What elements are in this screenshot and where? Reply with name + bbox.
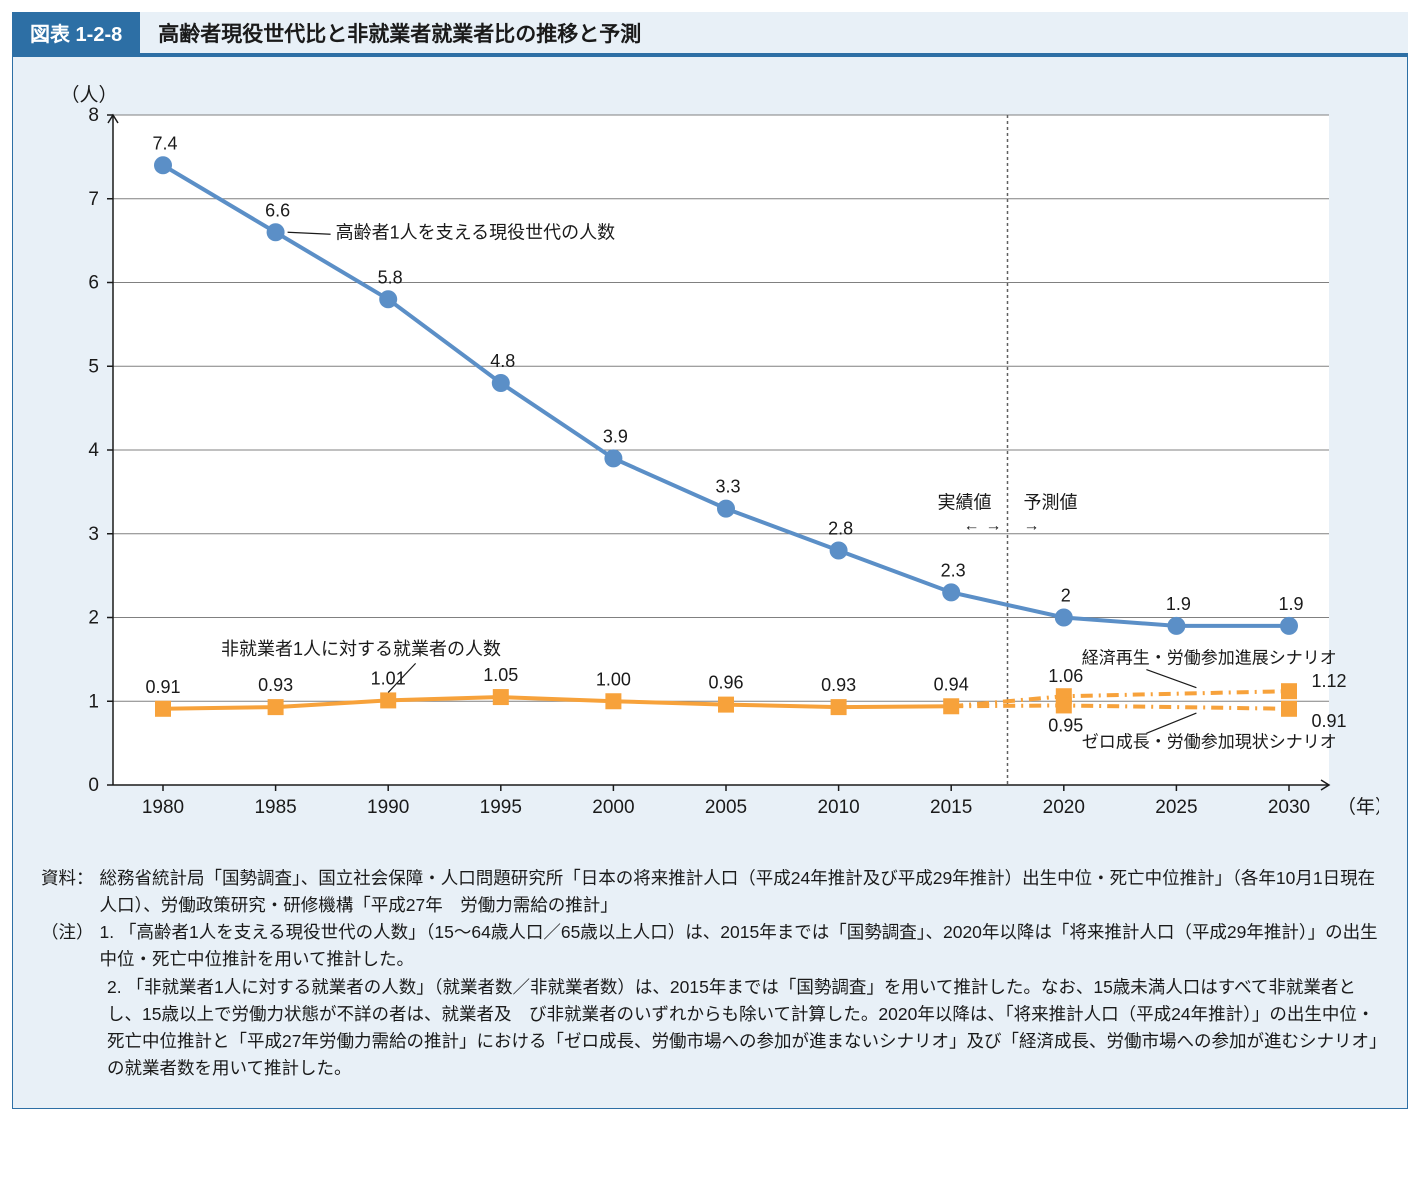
svg-text:→: → bbox=[986, 518, 1002, 535]
svg-text:2025: 2025 bbox=[1155, 797, 1197, 818]
svg-text:←: ← bbox=[964, 518, 980, 535]
svg-text:7: 7 bbox=[88, 189, 99, 210]
svg-text:0.94: 0.94 bbox=[934, 674, 969, 694]
svg-text:5: 5 bbox=[88, 356, 99, 377]
svg-text:6.6: 6.6 bbox=[265, 200, 290, 220]
svg-text:2000: 2000 bbox=[592, 797, 634, 818]
svg-text:2020: 2020 bbox=[1043, 797, 1085, 818]
svg-text:0.91: 0.91 bbox=[145, 677, 180, 697]
svg-text:1990: 1990 bbox=[367, 797, 409, 818]
svg-text:4: 4 bbox=[88, 440, 99, 461]
svg-text:1985: 1985 bbox=[254, 797, 296, 818]
svg-text:3: 3 bbox=[88, 524, 99, 545]
figure-title: 高齢者現役世代比と非就業者就業者比の推移と予測 bbox=[140, 12, 1408, 53]
svg-text:2010: 2010 bbox=[817, 797, 859, 818]
svg-text:2.3: 2.3 bbox=[941, 560, 966, 580]
svg-text:1.9: 1.9 bbox=[1166, 594, 1191, 614]
svg-text:1: 1 bbox=[88, 691, 99, 712]
note-label: （注） bbox=[41, 919, 94, 973]
svg-text:2: 2 bbox=[88, 608, 99, 629]
chart-frame: 0 1 2 3 4 5 6 7 8 1980 1985 1990 1995 2000 2005 2010 201… bbox=[12, 56, 1408, 1109]
svg-text:0.93: 0.93 bbox=[821, 675, 856, 695]
svg-text:ゼロ成長・労働参加現状シナリオ: ゼロ成長・労働参加現状シナリオ bbox=[1082, 732, 1337, 751]
figure-number-badge: 図表 1-2-8 bbox=[12, 12, 140, 53]
svg-text:8: 8 bbox=[88, 105, 99, 126]
svg-text:1.00: 1.00 bbox=[596, 669, 631, 689]
svg-text:2030: 2030 bbox=[1268, 797, 1310, 818]
note-2: 2. 「非就業者1人に対する就業者の人数」（就業者数／非就業者数）は、2015年… bbox=[41, 974, 1379, 1083]
svg-text:1.12: 1.12 bbox=[1311, 671, 1346, 691]
svg-text:1.9: 1.9 bbox=[1278, 594, 1303, 614]
svg-text:（人）: （人） bbox=[60, 84, 117, 106]
svg-text:3.9: 3.9 bbox=[603, 426, 628, 446]
svg-text:経済再生・労働参加進展シナリオ: 経済再生・労働参加進展シナリオ bbox=[1082, 649, 1337, 668]
svg-text:1980: 1980 bbox=[142, 797, 184, 818]
svg-text:4.8: 4.8 bbox=[490, 351, 515, 371]
svg-text:0.91: 0.91 bbox=[1311, 711, 1346, 731]
chart-area: 0 1 2 3 4 5 6 7 8 1980 1985 1990 1995 2000 2005 2010 201… bbox=[13, 57, 1407, 855]
svg-text:6: 6 bbox=[88, 273, 99, 294]
svg-text:7.4: 7.4 bbox=[152, 133, 177, 153]
source-text: 総務省統計局「国勢調査」、国立社会保障・人口問題研究所「日本の将来推計人口（平成… bbox=[100, 865, 1380, 919]
svg-text:2: 2 bbox=[1061, 586, 1071, 606]
svg-text:→: → bbox=[1024, 518, 1040, 535]
svg-text:2015: 2015 bbox=[930, 797, 972, 818]
svg-text:1.01: 1.01 bbox=[371, 668, 406, 688]
svg-text:2005: 2005 bbox=[705, 797, 747, 818]
svg-text:2.8: 2.8 bbox=[828, 519, 853, 539]
notes-section: 資料： 総務省統計局「国勢調査」、国立社会保障・人口問題研究所「日本の将来推計人… bbox=[13, 855, 1407, 1108]
svg-text:高齢者1人を支える現役世代の人数: 高齢者1人を支える現役世代の人数 bbox=[336, 222, 615, 242]
svg-text:1.06: 1.06 bbox=[1048, 666, 1083, 686]
source-label: 資料： bbox=[41, 865, 94, 919]
svg-text:予測値: 予測値 bbox=[1024, 493, 1078, 513]
title-bar: 図表 1-2-8 高齢者現役世代比と非就業者就業者比の推移と予測 bbox=[12, 12, 1408, 56]
svg-text:0.95: 0.95 bbox=[1048, 715, 1083, 735]
svg-text:1.05: 1.05 bbox=[483, 665, 518, 685]
svg-text:5.8: 5.8 bbox=[378, 267, 403, 287]
line-chart: 0 1 2 3 4 5 6 7 8 1980 1985 1990 1995 2000 2005 2010 201… bbox=[43, 75, 1379, 845]
svg-text:非就業者1人に対する就業者の人数: 非就業者1人に対する就業者の人数 bbox=[221, 639, 501, 659]
svg-text:実績値: 実績値 bbox=[938, 493, 992, 513]
svg-text:0.93: 0.93 bbox=[258, 675, 293, 695]
svg-text:0: 0 bbox=[88, 775, 99, 796]
svg-text:1995: 1995 bbox=[480, 797, 522, 818]
svg-text:3.3: 3.3 bbox=[715, 477, 740, 497]
svg-text:0.96: 0.96 bbox=[708, 673, 743, 693]
note-1: 1. 「高齢者1人を支える現役世代の人数」（15〜64歳人口／65歳以上人口）は… bbox=[100, 919, 1380, 973]
svg-text:（年）: （年） bbox=[1337, 796, 1379, 818]
